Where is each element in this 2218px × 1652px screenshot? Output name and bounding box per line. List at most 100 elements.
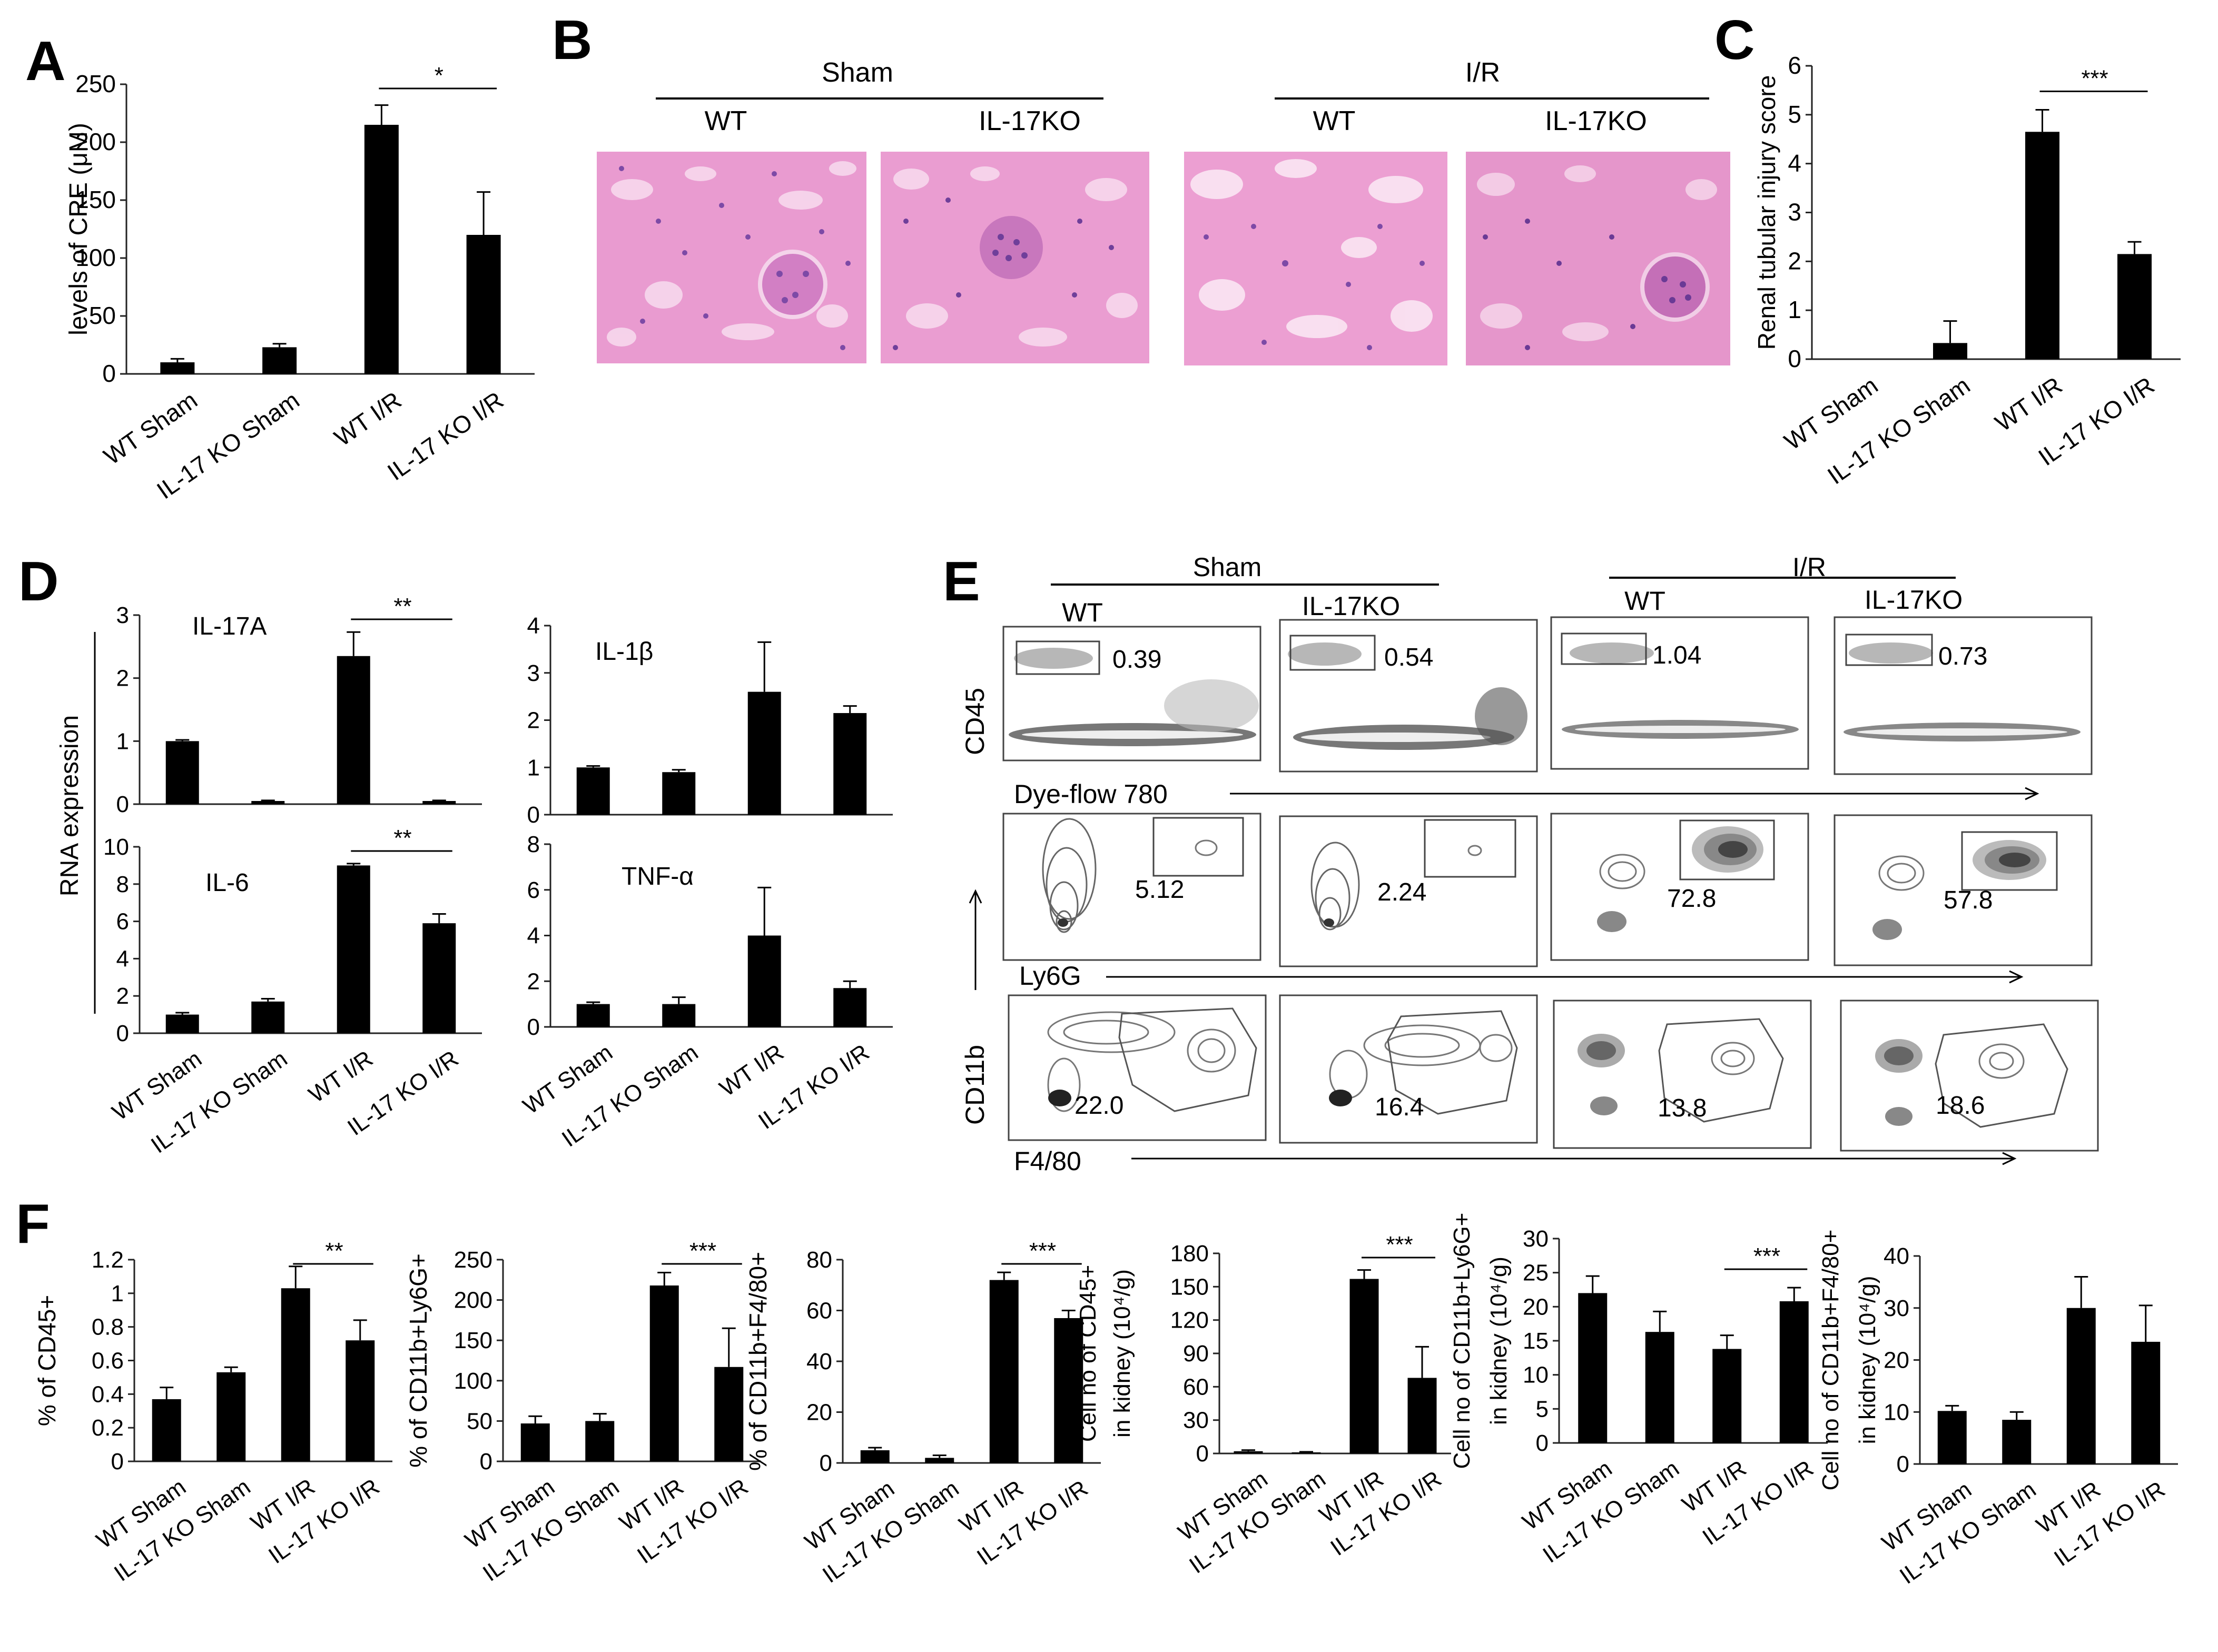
e-row3-plot-3: 13.8	[1553, 1000, 1812, 1149]
y-tick-label: 4	[527, 923, 540, 949]
e-cd45-value: 1.04	[1652, 641, 1701, 669]
bar	[1292, 1452, 1321, 1453]
bar	[925, 1458, 954, 1463]
y-axis-label: % of CD11b+Ly6G+	[405, 1253, 432, 1468]
y-tick-label: 200	[75, 128, 116, 155]
panel-label-d: D	[18, 550, 59, 612]
y-tick-label: 250	[454, 1247, 492, 1273]
b-ir-title: I/R	[1465, 57, 1500, 88]
bar	[251, 801, 285, 804]
bar	[520, 1423, 550, 1461]
y-tick-label: 0	[111, 1449, 124, 1475]
bar	[576, 1004, 610, 1027]
bar	[649, 1285, 679, 1461]
panel-label-c: C	[1714, 9, 1755, 71]
y-tick-label: 40	[806, 1349, 832, 1374]
significance-marker: ***	[1029, 1238, 1056, 1264]
e-row3-plot-2: 16.4	[1279, 994, 1538, 1144]
chart-title: TNF-α	[622, 863, 694, 891]
e-f480-value: 13.8	[1658, 1094, 1707, 1122]
bar	[747, 691, 781, 815]
bar	[165, 741, 199, 804]
e-sham-wt-label: WT	[1062, 598, 1103, 627]
chart-title: IL-6	[205, 869, 249, 897]
y-tick-label: 150	[454, 1328, 492, 1353]
y-tick-label: 0	[820, 1450, 832, 1476]
y-tick-label: 100	[454, 1368, 492, 1394]
y-tick-label: 5	[1788, 101, 1801, 128]
e-ir-wt-label: WT	[1624, 586, 1665, 616]
e-row1-plot-2: 0.54	[1279, 619, 1538, 773]
bar	[2117, 254, 2152, 359]
y-tick-label: 3	[527, 660, 540, 686]
bar	[1937, 1411, 1967, 1464]
y-tick-label: 2	[527, 708, 540, 734]
e-ly6g-value: 5.12	[1135, 876, 1184, 904]
e-cd11b-label: CD11b	[960, 1045, 990, 1125]
micrograph-sham-wt	[597, 152, 866, 363]
y-tick-label: 20	[1523, 1294, 1549, 1320]
y-tick-label: 0	[1788, 345, 1801, 372]
y-tick-label: 4	[527, 613, 540, 639]
bar	[337, 865, 370, 1033]
significance-marker: ***	[1753, 1243, 1780, 1269]
e-cd45-value: 0.73	[1938, 642, 1987, 670]
bar	[422, 923, 456, 1033]
bar	[422, 801, 456, 804]
e-row1-plot-1: 0.39	[1002, 626, 1261, 761]
significance-marker: **	[325, 1238, 343, 1264]
chart-d-il1b: 0 1 2 3 4 IL-1β	[527, 613, 893, 828]
y-tick-label: 10	[1523, 1362, 1549, 1388]
y-tick-label: 50	[467, 1408, 492, 1434]
bar	[1645, 1332, 1674, 1443]
y-tick-label: 0	[1196, 1441, 1209, 1467]
micrograph-ir-wt	[1184, 152, 1447, 365]
y-tick-label: 250	[75, 70, 116, 97]
y-axis-label-line2: in kidney (10⁴/g)	[1855, 1276, 1880, 1445]
y-tick-label: 20	[806, 1400, 832, 1426]
y-tick-label: 0	[480, 1449, 492, 1475]
bar	[833, 713, 867, 815]
bar	[747, 935, 781, 1027]
bar	[2066, 1308, 2096, 1464]
e-f480-arrowhead	[2002, 1152, 2017, 1165]
b-sham-wt-label: WT	[705, 106, 747, 136]
bar	[1407, 1378, 1437, 1453]
y-tick-label: 2	[116, 666, 129, 691]
panel-label-e: E	[943, 550, 980, 612]
bar	[165, 1014, 199, 1033]
panel-e: Sham I/R WT IL-17KO WT IL-17KO CD45 0.39…	[960, 552, 2099, 1176]
e-row1-plot-4: 0.73	[1833, 616, 2093, 775]
y-tick-label: 3	[116, 602, 129, 628]
y-axis-label: Renal tubular injury score	[1753, 75, 1780, 350]
bar	[1779, 1301, 1809, 1443]
e-cd11b-arrowhead	[969, 889, 982, 904]
e-f480-value: 22.0	[1075, 1092, 1123, 1120]
y-tick-label: 0.2	[92, 1415, 124, 1441]
y-tick-label: 0	[1536, 1430, 1549, 1456]
bar	[160, 362, 195, 374]
y-tick-label: 4	[116, 946, 129, 972]
bar	[1712, 1349, 1742, 1443]
y-tick-label: 1	[116, 728, 129, 754]
bar	[346, 1340, 375, 1461]
b-sham-ko-label: IL-17KO	[979, 106, 1081, 136]
significance-marker: *	[435, 63, 443, 88]
y-axis-label: Cell no of CD11b+Ly6G+	[1449, 1213, 1475, 1469]
y-tick-label: 8	[527, 832, 540, 857]
chart-title: IL-17A	[192, 612, 267, 640]
panel-label-b: B	[552, 9, 593, 71]
y-tick-label: 200	[454, 1288, 492, 1313]
chart-d-il17a: 0 1 2 3 ** IL-17A	[116, 593, 482, 817]
e-row3-plot-1: 22.0	[1008, 994, 1267, 1141]
y-tick-label: 25	[1523, 1260, 1549, 1286]
y-tick-label: 2	[1788, 247, 1801, 274]
e-sham-title: Sham	[1193, 552, 1262, 582]
y-axis-label: levels of CRE (μM)	[65, 123, 93, 335]
e-ly6g-arrowhead	[2009, 970, 2024, 984]
y-tick-label: 6	[1788, 52, 1801, 79]
e-ly6g-label: Ly6G	[1019, 961, 1081, 991]
bar	[2131, 1341, 2161, 1464]
y-tick-label: 10	[1884, 1399, 1909, 1425]
